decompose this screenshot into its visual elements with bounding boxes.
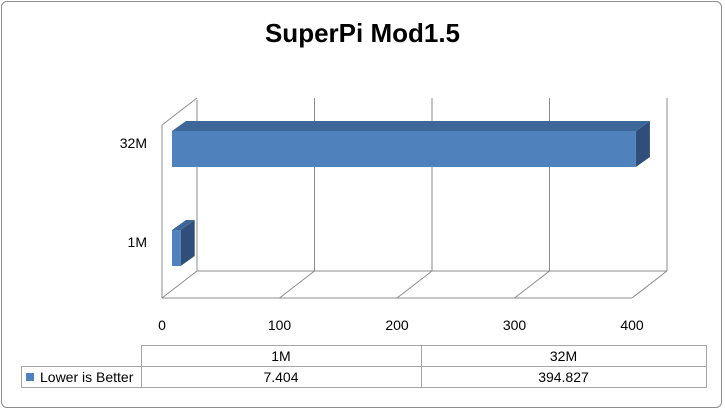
data-table-row: Lower is Better 7.404 394.827 [21, 366, 707, 388]
bar-32M [172, 131, 636, 167]
x-tick-label: 0 [158, 317, 166, 333]
data-table-header-32m: 32M [420, 345, 707, 367]
bar-side-1M [180, 220, 195, 266]
bar-1M [172, 230, 181, 266]
floor-gridline [161, 270, 198, 299]
floor-gridline [514, 270, 550, 299]
side-wall-top-edge [161, 97, 198, 126]
chart-title: SuperPi Mod1.5 [264, 18, 461, 48]
y-category-label: 1M [128, 234, 147, 250]
bar-top-1M [172, 220, 195, 230]
data-table-value-1m: 7.404 [140, 366, 422, 388]
bar-top-32M [172, 121, 650, 131]
legend-label: Lower is Better [40, 369, 134, 385]
legend-swatch [26, 373, 34, 382]
data-table: 1M 32M Lower is Better 7.404 394.827 [21, 345, 707, 388]
bar-side-32M [635, 121, 650, 167]
x-tick-label: 300 [503, 317, 527, 333]
floor-gridline [279, 270, 315, 299]
legend-entry: Lower is Better [21, 366, 142, 388]
data-table-header-1m: 1M [140, 345, 422, 367]
floor-gridline [631, 270, 668, 299]
x-tick-label: 200 [385, 317, 409, 333]
x-tick-label: 100 [268, 317, 292, 333]
data-table-header-row: 1M 32M [22, 345, 707, 367]
x-tick-label: 400 [620, 317, 644, 333]
data-table-corner [22, 346, 142, 367]
data-table-value-32m: 394.827 [420, 366, 707, 388]
y-category-label: 32M [120, 135, 147, 151]
floor-gridline [396, 270, 433, 299]
